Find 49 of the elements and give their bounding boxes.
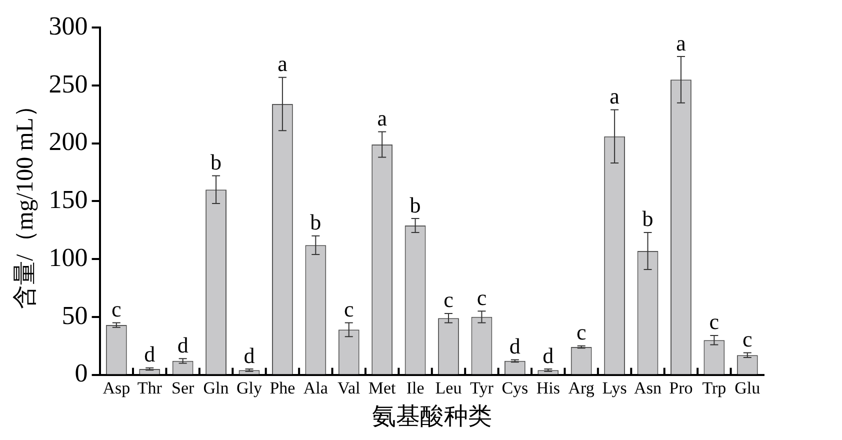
annotation: d	[509, 334, 520, 359]
x-axis-title: 氨基酸种类	[372, 404, 492, 430]
x-tick-label: Glu	[734, 378, 761, 398]
x-tick-label: His	[536, 378, 560, 398]
annotation: c	[444, 287, 454, 312]
y-tick-label: 0	[74, 358, 88, 388]
y-tick-label: 100	[48, 242, 88, 272]
annotation: b	[310, 210, 322, 235]
x-tick-label: Ser	[171, 378, 194, 398]
x-tick-label: Arg	[568, 378, 595, 398]
annotation: a	[610, 84, 620, 109]
annotation: c	[709, 309, 720, 334]
x-tick-label: Asp	[102, 378, 130, 398]
x-tick-label: Val	[338, 378, 360, 398]
annotation: c	[742, 326, 753, 352]
annotation: c	[476, 284, 487, 310]
x-tick-label: Trp	[702, 378, 726, 398]
annotation: c	[576, 320, 586, 345]
x-tick-label: Gly	[236, 378, 262, 398]
y-tick-label: 150	[48, 185, 88, 214]
x-tick-label: Met	[368, 378, 396, 398]
x-tick-label: Tyr	[470, 378, 494, 398]
annotation: b	[642, 206, 654, 232]
x-tick-label: Ala	[303, 378, 328, 398]
y-axis-title: 含量/（mg/100 mL）	[12, 94, 39, 309]
annotation: d	[542, 342, 554, 368]
x-tick-label: Ile	[406, 378, 424, 398]
annotation: a	[676, 30, 686, 56]
annotation: b	[410, 192, 421, 218]
x-tick-label: Lys	[602, 378, 627, 398]
annotation: a	[377, 106, 388, 131]
x-tick-label: Cys	[502, 378, 528, 398]
annotation: d	[144, 342, 156, 367]
x-tick-label: Thr	[137, 378, 162, 398]
annotation: a	[278, 51, 288, 76]
annotation: c	[112, 296, 122, 322]
annotation: c	[344, 296, 354, 322]
x-tick-label: Leu	[435, 378, 462, 398]
y-tick-label: 300	[48, 11, 88, 40]
y-tick-label: 200	[48, 127, 88, 156]
x-tick-label: Gln	[203, 378, 230, 398]
x-tick-label: Phe	[270, 378, 296, 398]
x-tick-label: Asn	[634, 378, 662, 398]
y-tick-label: 250	[48, 69, 88, 98]
annotation: b	[210, 150, 222, 175]
annotation: d	[244, 342, 255, 368]
y-tick-label: 50	[62, 300, 88, 330]
x-tick-label: Pro	[669, 378, 693, 398]
annotation: d	[177, 332, 188, 358]
